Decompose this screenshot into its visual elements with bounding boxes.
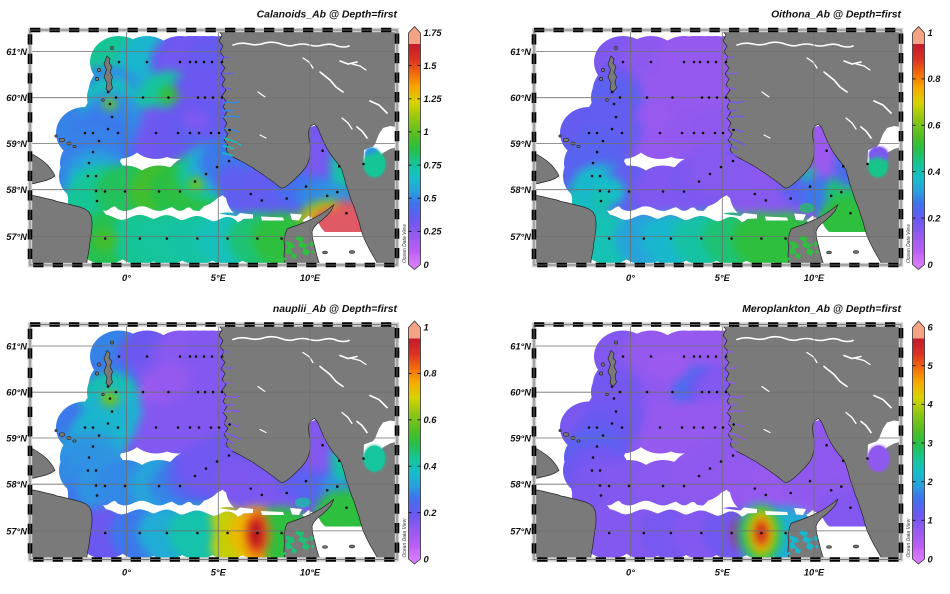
svg-text:1.5: 1.5 xyxy=(424,61,438,71)
svg-text:0.5: 0.5 xyxy=(424,194,438,204)
svg-text:0.25: 0.25 xyxy=(424,227,443,237)
svg-text:1: 1 xyxy=(928,516,933,526)
svg-text:0.75: 0.75 xyxy=(424,160,443,170)
svg-text:0.8: 0.8 xyxy=(928,74,942,84)
svg-text:0.6: 0.6 xyxy=(424,415,438,425)
svg-text:1.75: 1.75 xyxy=(424,28,443,38)
svg-text:1: 1 xyxy=(424,127,429,137)
svg-text:0: 0 xyxy=(928,554,934,564)
svg-text:6: 6 xyxy=(928,322,934,332)
svg-text:Meroplankton_Ab @ Depth=first: Meroplankton_Ab @ Depth=first xyxy=(742,304,901,315)
svg-text:0.4: 0.4 xyxy=(928,167,942,177)
svg-text:0.6: 0.6 xyxy=(928,121,942,131)
svg-text:0.2: 0.2 xyxy=(928,213,942,223)
svg-text:2: 2 xyxy=(927,477,934,487)
svg-text:Oithona_Ab @ Depth=first: Oithona_Ab @ Depth=first xyxy=(771,10,901,21)
svg-text:3: 3 xyxy=(928,438,934,448)
svg-text:4: 4 xyxy=(927,400,934,410)
svg-text:0: 0 xyxy=(424,554,430,564)
svg-text:0: 0 xyxy=(424,260,430,270)
svg-text:5: 5 xyxy=(928,361,934,371)
svg-text:1: 1 xyxy=(928,28,933,38)
svg-text:nauplii_Ab @ Depth=first: nauplii_Ab @ Depth=first xyxy=(273,304,398,315)
svg-text:0.8: 0.8 xyxy=(424,369,438,379)
svg-text:0: 0 xyxy=(928,260,934,270)
svg-text:Calanoids_Ab @ Depth=first: Calanoids_Ab @ Depth=first xyxy=(257,10,398,21)
svg-text:1: 1 xyxy=(424,322,429,332)
svg-text:1.25: 1.25 xyxy=(424,94,443,104)
svg-text:0.2: 0.2 xyxy=(424,508,438,518)
svg-text:0.4: 0.4 xyxy=(424,462,438,472)
